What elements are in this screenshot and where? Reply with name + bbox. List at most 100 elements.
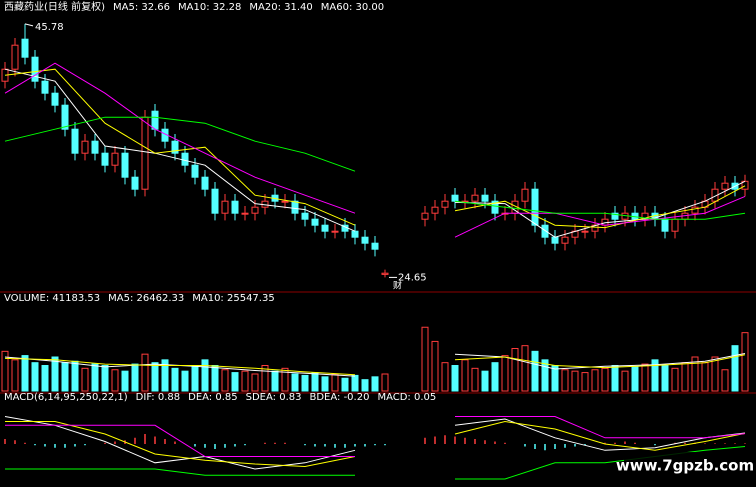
- volume-bar: [201, 359, 209, 392]
- volume-bar: [151, 362, 159, 392]
- volume-bar: [281, 367, 289, 392]
- volume-bar: [621, 370, 629, 392]
- candle-body: [81, 140, 89, 154]
- volume-bar: [331, 373, 339, 392]
- volume-bar: [451, 365, 459, 392]
- candle-body: [471, 194, 479, 202]
- volume-bar: [661, 365, 669, 392]
- legend-entry: SDEA: 0.83: [246, 392, 302, 403]
- event-marker: 财: [393, 280, 402, 292]
- candle-body: [441, 200, 449, 208]
- candle-body: [221, 200, 229, 214]
- series-line: [5, 416, 746, 457]
- candle-body: [321, 224, 329, 232]
- legend-entry: MA10: 25547.35: [192, 293, 274, 304]
- candle-body: [41, 80, 49, 94]
- legend-entry: MACD: 0.05: [377, 392, 436, 403]
- volume-bar: [171, 367, 179, 392]
- volume-bar: [11, 359, 19, 392]
- volume-bar: [481, 370, 489, 392]
- volume-bar: [611, 365, 619, 392]
- candle-body: [531, 188, 539, 226]
- candle-body: [181, 152, 189, 166]
- legend-entry: MA20: 31.40: [249, 2, 312, 13]
- candle-body: [521, 188, 529, 202]
- watermark: www.7gpzb.com: [616, 457, 754, 475]
- volume-bar: [231, 372, 239, 392]
- volume-bar: [721, 369, 729, 392]
- candle-body: [171, 140, 179, 154]
- volume-bar: [571, 370, 579, 392]
- volume-bar: [441, 362, 449, 392]
- volume-bar: [211, 365, 219, 392]
- candle-body: [51, 92, 59, 106]
- volume-bar: [61, 362, 69, 392]
- volume-bar: [491, 362, 499, 392]
- candle-body: [581, 230, 589, 233]
- candle-body: [301, 212, 309, 220]
- volume-bar: [461, 359, 469, 392]
- series-line: [4, 68, 746, 229]
- volume-bar: [111, 369, 119, 392]
- legend-entry: DIF: 0.88: [136, 392, 180, 403]
- volume-bar: [421, 326, 429, 392]
- series-line: [4, 68, 746, 238]
- candle-body: [351, 230, 359, 238]
- candle-body: [101, 152, 109, 166]
- legend-entry: DEA: 0.85: [188, 392, 238, 403]
- candle-body: [381, 272, 389, 275]
- candle-body: [741, 180, 749, 190]
- max-pointer: [24, 23, 34, 27]
- volume-bar: [221, 369, 229, 392]
- candle-body: [61, 104, 69, 130]
- volume-bar: [521, 345, 529, 392]
- volume-bar: [141, 353, 149, 392]
- max-label: 45.78: [35, 22, 64, 33]
- series-line: [4, 116, 746, 220]
- volume-bar: [431, 340, 439, 392]
- watermark-box: [624, 452, 746, 478]
- series-line: [5, 420, 746, 468]
- candle-body: [131, 176, 139, 190]
- volume-bar: [321, 376, 329, 392]
- candle-body: [611, 212, 619, 220]
- candle-body: [141, 116, 149, 190]
- volume-bar: [741, 332, 749, 392]
- candle-body: [481, 194, 489, 202]
- candle-body: [311, 218, 319, 226]
- volume-bar: [361, 379, 369, 392]
- volume-bar: [271, 370, 279, 392]
- panel-title: 西藏药业(日线 前复权): [4, 0, 105, 13]
- legend-entry: BDEA: -0.20: [309, 392, 369, 403]
- candle-body: [691, 206, 699, 214]
- volume-bar: [541, 359, 549, 392]
- volume-bar: [91, 363, 99, 392]
- volume-bar: [241, 370, 249, 392]
- volume-bar: [341, 377, 349, 392]
- candle-body: [361, 236, 369, 244]
- volume-bar: [251, 373, 259, 392]
- volume-bar: [1, 350, 9, 392]
- volume-bar: [531, 350, 539, 392]
- candle-body: [201, 176, 209, 190]
- volume-bar: [731, 345, 739, 392]
- legend-entry: MA5: 32.66: [113, 2, 170, 13]
- candle-body: [231, 200, 239, 214]
- volume-bar: [131, 363, 139, 392]
- candle-body: [121, 152, 129, 178]
- series-line: [4, 354, 746, 376]
- volume-bar: [631, 366, 639, 392]
- legend-entry: MA5: 26462.33: [108, 293, 184, 304]
- panel-title: MACD(6,14,95,250,22,1): [4, 392, 128, 403]
- candle-body: [331, 230, 339, 233]
- volume-bar: [651, 359, 659, 392]
- candle-body: [421, 212, 429, 220]
- volume-bar: [471, 367, 479, 392]
- volume-bar: [291, 373, 299, 392]
- volume-bar: [21, 355, 29, 392]
- volume-bar: [371, 376, 379, 392]
- series-line: [4, 62, 746, 238]
- min-label: 24.65: [398, 272, 427, 283]
- volume-bar: [41, 365, 49, 392]
- volume-bar: [181, 370, 189, 392]
